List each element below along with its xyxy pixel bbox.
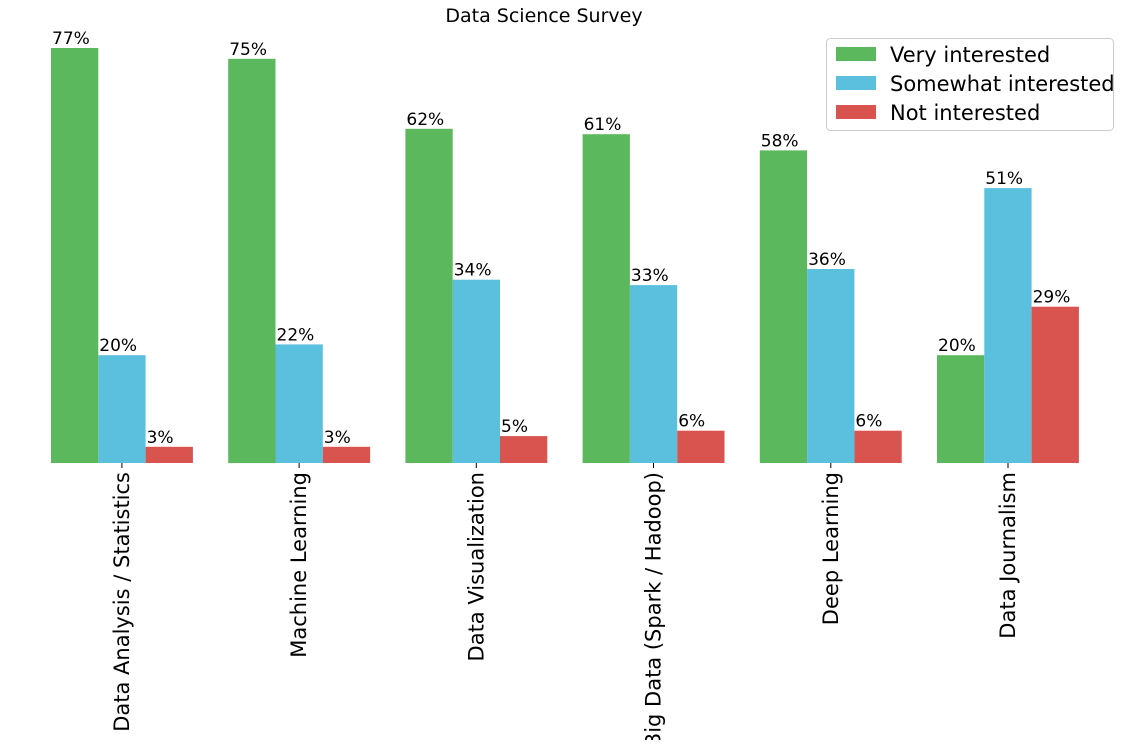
bar-somewhat-interested-data-analysis-statistics — [98, 355, 146, 463]
bar-not-interested-data-journalism — [1031, 306, 1079, 463]
x-tick-label-machine-learning: Machine Learning — [287, 472, 311, 658]
bar-label-not-interested-deep-learning: 6% — [855, 412, 882, 432]
legend: Very interested Somewhat interested Not in… — [826, 38, 1115, 131]
bar-label-very-interested-data-journalism: 20% — [938, 336, 976, 356]
bar-label-somewhat-interested-data-journalism: 51% — [985, 169, 1023, 189]
bar-very-interested-big-data-spark-hadoop — [582, 134, 630, 463]
bar-very-interested-data-analysis-statistics — [51, 48, 99, 463]
legend-swatch-somewhat-interested — [836, 76, 876, 90]
bar-somewhat-interested-deep-learning — [807, 269, 855, 463]
legend-label-somewhat-interested: Somewhat interested — [890, 72, 1115, 96]
legend-label-not-interested: Not interested — [890, 101, 1040, 125]
x-axis: Data Analysis / Statistics Machine Learni… — [110, 463, 1020, 744]
bar-not-interested-big-data-spark-hadoop — [677, 430, 725, 463]
bar-somewhat-interested-big-data-spark-hadoop — [629, 285, 678, 463]
bar-label-very-interested-data-visualization: 62% — [406, 110, 444, 130]
x-tick-label-deep-learning: Deep Learning — [819, 472, 843, 625]
bar-label-somewhat-interested-deep-learning: 36% — [808, 250, 846, 270]
bar-somewhat-interested-data-journalism — [984, 188, 1032, 463]
bar-very-interested-data-journalism — [937, 355, 985, 463]
bar-label-somewhat-interested-data-analysis-statistics: 20% — [99, 336, 137, 356]
bar-somewhat-interested-machine-learning — [275, 344, 323, 463]
x-tick-label-data-visualization: Data Visualization — [464, 472, 488, 661]
bar-somewhat-interested-data-visualization — [452, 279, 500, 463]
bar-label-not-interested-big-data-spark-hadoop: 6% — [678, 412, 705, 432]
bar-very-interested-deep-learning — [759, 150, 808, 463]
bar-very-interested-data-visualization — [405, 128, 453, 464]
bar-label-very-interested-deep-learning: 58% — [761, 131, 799, 151]
x-tick-label-big-data-spark-hadoop: Big Data (Spark / Hadoop) — [642, 472, 666, 740]
x-tick-label-data-analysis-statistics: Data Analysis / Statistics — [110, 472, 134, 732]
bar-label-not-interested-data-visualization: 5% — [501, 417, 528, 437]
legend-swatch-not-interested — [836, 105, 876, 119]
bar-label-not-interested-data-analysis-statistics: 3% — [147, 428, 174, 448]
bar-not-interested-deep-learning — [854, 430, 902, 463]
bar-not-interested-data-visualization — [500, 436, 548, 463]
bar-label-not-interested-data-journalism: 29% — [1033, 288, 1071, 308]
bar-label-very-interested-machine-learning: 75% — [229, 40, 267, 60]
legend-label-very-interested: Very interested — [890, 43, 1050, 67]
bar-label-very-interested-data-analysis-statistics: 77% — [52, 29, 90, 49]
bar-very-interested-machine-learning — [228, 58, 276, 464]
bar-label-very-interested-big-data-spark-hadoop: 61% — [584, 115, 622, 135]
legend-box — [826, 38, 1114, 131]
legend-swatch-very-interested — [836, 47, 876, 61]
x-tick-label-data-journalism: Data Journalism — [996, 472, 1020, 639]
bar-label-somewhat-interested-big-data-spark-hadoop: 33% — [631, 266, 669, 286]
bar-labels-layer: 77% 20% 3% 75% 22% 3% 62% 34% 5% 61% 33% 6% 58% 36% 6%… — [52, 29, 1070, 448]
bars-layer — [51, 48, 1079, 464]
bar-label-somewhat-interested-machine-learning: 22% — [277, 325, 315, 345]
bar-not-interested-data-analysis-statistics — [145, 446, 193, 463]
chart-title: Data Science Survey — [445, 5, 642, 27]
bar-not-interested-machine-learning — [322, 446, 371, 463]
bar-label-somewhat-interested-data-visualization: 34% — [454, 261, 492, 281]
bar-label-not-interested-machine-learning: 3% — [324, 428, 351, 448]
